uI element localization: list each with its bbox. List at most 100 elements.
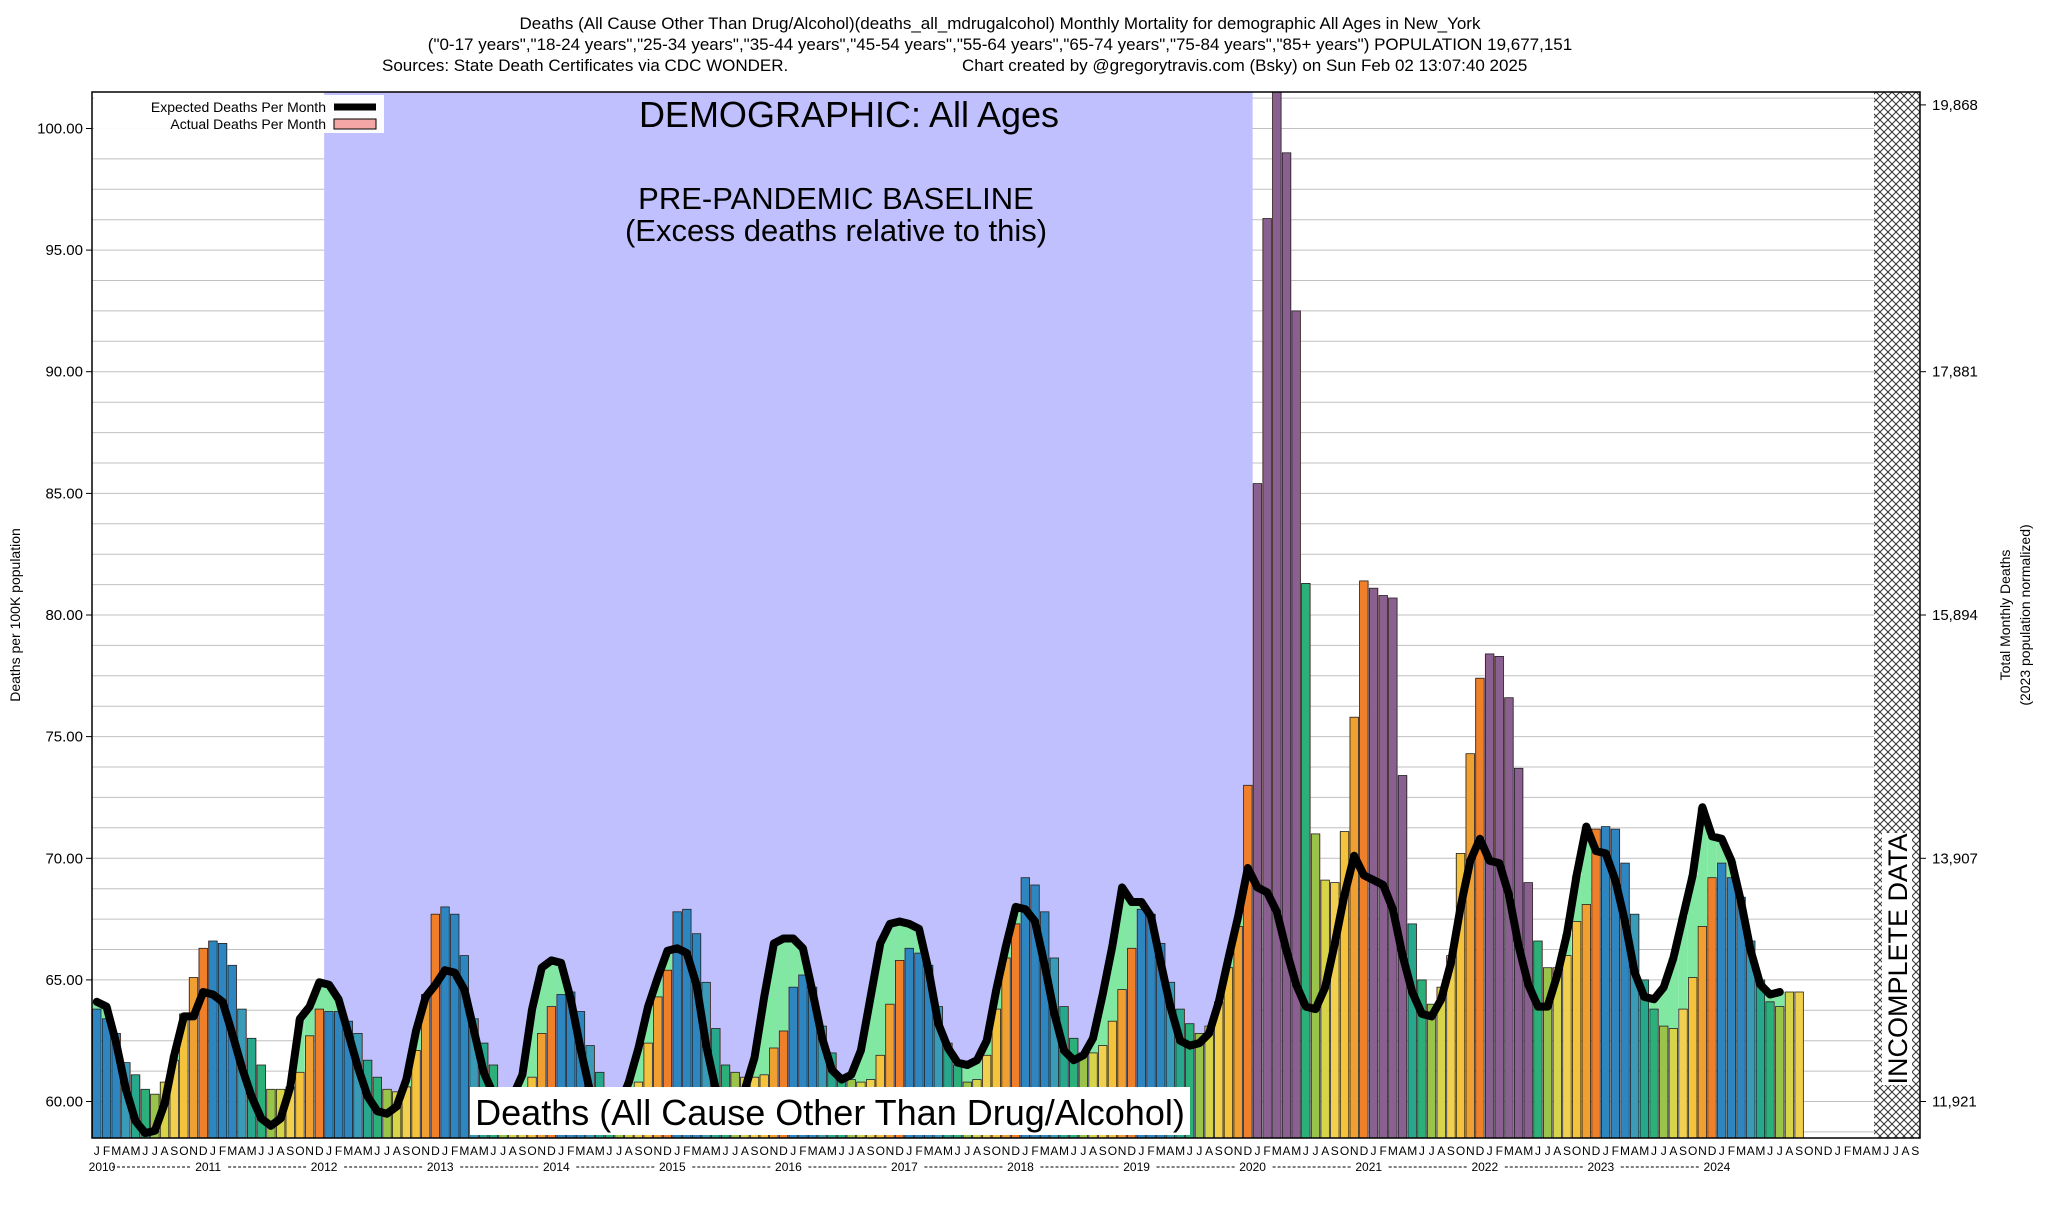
- x-month-label: J: [1883, 1144, 1889, 1158]
- x-month-label: A: [1205, 1144, 1213, 1158]
- x-month-label: F: [683, 1144, 690, 1158]
- expected-line: [92, 803, 1784, 1138]
- x-month-label: M: [1272, 1144, 1282, 1158]
- x-month-label: J: [326, 1144, 332, 1158]
- x-month-label: J: [606, 1144, 612, 1158]
- bar: [1388, 597, 1398, 1138]
- x-month-label: M: [1736, 1144, 1746, 1158]
- excess-fill-segment: [643, 1006, 653, 1044]
- bar: [1291, 310, 1301, 1138]
- x-month-label: A: [1166, 1144, 1174, 1158]
- bar: [1455, 853, 1466, 1138]
- bar: [1543, 967, 1553, 1138]
- x-year-label: 2019: [1123, 1160, 1150, 1174]
- x-month-label: D: [1243, 1144, 1252, 1158]
- x-month-label: S: [518, 1144, 526, 1158]
- bar: [1726, 877, 1737, 1138]
- excess-fill-segment: [527, 1009, 537, 1078]
- x-month-label: J: [616, 1144, 622, 1158]
- x-month-label: M: [1504, 1144, 1514, 1158]
- x-month-label: A: [238, 1144, 246, 1158]
- bar: [1485, 653, 1495, 1138]
- x-month-label: A: [857, 1144, 865, 1158]
- x-month-label: M: [943, 1144, 953, 1158]
- x-month-label: S: [1911, 1144, 1919, 1158]
- x-month-label: J: [1313, 1144, 1319, 1158]
- x-month-label: F: [335, 1144, 342, 1158]
- bar: [1755, 979, 1766, 1138]
- excess-fill-segment: [1107, 945, 1118, 1022]
- x-month-label: A: [1669, 1144, 1677, 1158]
- excess-fill-segment: [856, 1050, 866, 1082]
- x-month-label: J: [1777, 1144, 1783, 1158]
- y-tick-label: 60.00: [45, 1094, 83, 1111]
- x-month-label: F: [1263, 1144, 1270, 1158]
- bar: [1107, 1020, 1118, 1138]
- bar: [1794, 991, 1804, 1138]
- x-month-label: D: [199, 1144, 208, 1158]
- bar: [1765, 1001, 1775, 1138]
- x-month-label: J: [674, 1144, 680, 1158]
- x-month-label: N: [1002, 1144, 1011, 1158]
- x-month-label: M: [131, 1144, 141, 1158]
- x-month-label: M: [1852, 1144, 1862, 1158]
- y-right-tick-label: 13,907: [1932, 850, 1978, 867]
- x-month-label: N: [1814, 1144, 1823, 1158]
- bar: [304, 1035, 315, 1138]
- y-right-tick-label: 19,868: [1932, 97, 1978, 114]
- x-month-label: A: [702, 1144, 710, 1158]
- excess-fill-segment: [1697, 807, 1708, 927]
- x-year-label: 2022: [1471, 1160, 1498, 1174]
- x-month-label: S: [1795, 1144, 1803, 1158]
- x-month-label: D: [315, 1144, 324, 1158]
- legend-actual-label: Actual Deaths Per Month: [170, 116, 326, 132]
- x-month-label: F: [915, 1144, 922, 1158]
- bar: [788, 986, 798, 1138]
- x-month-label: S: [170, 1144, 178, 1158]
- x-month-label: D: [779, 1144, 788, 1158]
- x-month-label: J: [1196, 1144, 1202, 1158]
- x-month-label: D: [1824, 1144, 1833, 1158]
- x-month-label: A: [1553, 1144, 1561, 1158]
- x-month-label: N: [189, 1144, 198, 1158]
- expected-line-series: [92, 803, 1784, 1138]
- x-month-label: J: [1022, 1144, 1028, 1158]
- x-year-label: 2023: [1587, 1160, 1614, 1174]
- x-year-label: 2016: [775, 1160, 802, 1174]
- bar: [1533, 940, 1543, 1138]
- x-month-label: M: [1175, 1144, 1185, 1158]
- x-month-label: A: [1747, 1144, 1755, 1158]
- x-year-label: 2021: [1355, 1160, 1382, 1174]
- y-axis-right-label-line1: Total Monthly Deaths: [1997, 550, 2013, 681]
- x-month-label: J: [790, 1144, 796, 1158]
- x-month-label: A: [122, 1144, 130, 1158]
- x-month-label: M: [1523, 1144, 1533, 1158]
- x-month-label: O: [992, 1144, 1001, 1158]
- y-right-tick-label: 11,921: [1932, 1094, 1977, 1111]
- x-month-label: J: [1545, 1144, 1551, 1158]
- x-month-label: O: [760, 1144, 769, 1158]
- x-month-label: M: [1291, 1144, 1301, 1158]
- bar: [1678, 1008, 1688, 1138]
- x-month-label: N: [653, 1144, 662, 1158]
- x-month-label: N: [1118, 1144, 1127, 1158]
- x-year-label: 2020: [1239, 1160, 1266, 1174]
- excess-fill-segment: [972, 1060, 982, 1080]
- y-axis-left: 60.00 65.00 70.00 75.00 80.00 85.00 90.00 95.00…: [37, 121, 92, 1111]
- bar: [1020, 877, 1030, 1138]
- x-month-label: A: [277, 1144, 285, 1158]
- bar: [778, 1030, 789, 1138]
- x-month-label: A: [1631, 1144, 1639, 1158]
- x-month-label: D: [1127, 1144, 1136, 1158]
- x-month-label: F: [451, 1144, 458, 1158]
- x-month-label: O: [411, 1144, 420, 1158]
- x-month-label: A: [586, 1144, 594, 1158]
- y-tick-label: 100.00: [37, 121, 83, 138]
- x-month-label: D: [663, 1144, 672, 1158]
- x-month-label: M: [1040, 1144, 1050, 1158]
- bar: [1707, 877, 1717, 1138]
- bar: [1601, 826, 1611, 1138]
- x-month-label: N: [1698, 1144, 1707, 1158]
- bar: [1349, 716, 1359, 1138]
